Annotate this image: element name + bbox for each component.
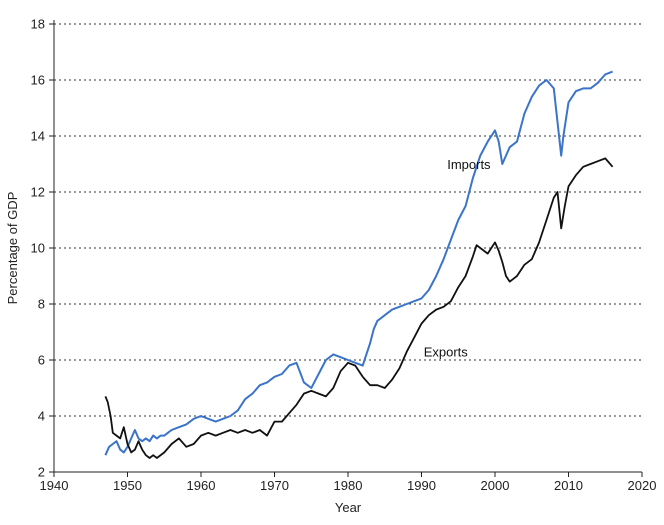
y-tick-label: 2 <box>38 465 45 480</box>
x-tick-label: 1960 <box>187 478 216 493</box>
y-tick-label: 18 <box>31 17 45 32</box>
series-lines <box>104 70 614 459</box>
x-tick-label: 2020 <box>628 478 657 493</box>
y-tick-label: 4 <box>38 409 45 424</box>
annotation-imports: Imports <box>447 157 491 172</box>
y-tick-label: 14 <box>31 129 45 144</box>
y-tick-label: 10 <box>31 241 45 256</box>
x-tick-label: 2000 <box>481 478 510 493</box>
grid-lines <box>54 23 642 417</box>
axes <box>49 20 643 477</box>
x-tick-label: 1950 <box>113 478 142 493</box>
annotation-exports: Exports <box>424 345 469 360</box>
x-tick-label: 1980 <box>334 478 363 493</box>
y-axis-title: Percentage of GDP <box>5 192 20 305</box>
y-tick-label: 6 <box>38 353 45 368</box>
y-tick-label: 12 <box>31 185 45 200</box>
tick-labels: 2 4 6 8 10 12 14 16 18 1940 1950 1960 1970 1980 1990 20… <box>31 17 657 494</box>
x-axis-title: Year <box>335 500 362 515</box>
x-tick-label: 2010 <box>554 478 583 493</box>
series-line-imports <box>104 70 613 456</box>
x-tick-label: 1940 <box>40 478 69 493</box>
x-tick-label: 1990 <box>407 478 436 493</box>
x-tick-label: 1970 <box>260 478 289 493</box>
series-line-exports <box>104 157 614 459</box>
y-tick-label: 16 <box>31 73 45 88</box>
y-tick-label: 8 <box>38 297 45 312</box>
